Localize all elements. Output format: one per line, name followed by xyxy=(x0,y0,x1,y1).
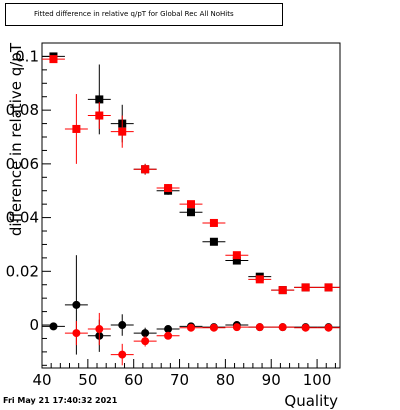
circle-marker xyxy=(209,323,218,332)
data-point xyxy=(87,312,111,346)
data-point xyxy=(179,323,203,332)
circle-marker xyxy=(49,322,58,331)
y-tick-label: 0 xyxy=(29,316,39,334)
data-point xyxy=(248,275,272,284)
data-point xyxy=(156,331,180,340)
x-tick-label: 40 xyxy=(32,371,51,389)
circle-marker xyxy=(324,323,333,332)
x-tick-label: 60 xyxy=(124,371,143,389)
data-point xyxy=(202,237,226,246)
circle-marker xyxy=(118,350,127,359)
square-marker xyxy=(72,124,81,133)
circle-marker xyxy=(118,321,127,330)
y-tick-label: 0.08 xyxy=(6,101,39,119)
data-point xyxy=(133,327,157,339)
plot-frame xyxy=(41,42,341,369)
data-point xyxy=(294,323,318,332)
square-marker xyxy=(232,251,241,260)
square-marker xyxy=(209,218,218,227)
x-tick-label: 70 xyxy=(170,371,189,389)
square-marker xyxy=(187,200,195,209)
square-marker xyxy=(209,237,218,246)
y-tick-label: 0.06 xyxy=(6,155,39,173)
circle-marker xyxy=(95,325,104,334)
data-marks xyxy=(42,52,340,366)
square-marker xyxy=(141,165,150,174)
data-point xyxy=(156,184,180,193)
y-tick-label: 0.02 xyxy=(6,262,39,280)
data-point xyxy=(202,218,226,227)
data-point xyxy=(202,323,226,332)
circle-marker xyxy=(141,337,150,346)
square-marker xyxy=(232,256,241,265)
data-point xyxy=(225,323,249,332)
circle-marker xyxy=(255,323,264,332)
square-marker xyxy=(118,127,127,136)
circle-marker xyxy=(278,323,287,332)
data-point xyxy=(87,102,111,129)
circle-marker xyxy=(164,331,173,340)
data-point xyxy=(42,55,65,64)
y-tick-label: 0.1 xyxy=(15,47,39,65)
data-point xyxy=(179,208,203,217)
chart-title-box: Fitted difference in relative q/pT for G… xyxy=(5,3,283,26)
square-marker xyxy=(95,111,104,120)
data-point xyxy=(42,322,65,331)
square-marker xyxy=(278,286,287,295)
circle-marker xyxy=(72,329,81,338)
square-marker xyxy=(49,55,58,64)
data-point xyxy=(133,335,157,347)
x-axis-title: Quality xyxy=(284,392,338,410)
data-point xyxy=(271,323,295,332)
x-tick-label: 100 xyxy=(303,371,332,389)
x-tick-label: 80 xyxy=(216,371,235,389)
circle-marker xyxy=(301,323,310,332)
square-marker xyxy=(301,283,310,292)
data-point xyxy=(271,286,295,295)
data-point xyxy=(179,200,203,209)
y-tick-label: 0.04 xyxy=(6,209,39,227)
data-point xyxy=(64,320,88,346)
x-tick-label: 90 xyxy=(262,371,281,389)
square-marker xyxy=(95,95,104,104)
data-point xyxy=(248,323,272,332)
circle-marker xyxy=(72,300,81,309)
square-marker xyxy=(187,208,195,217)
circle-marker xyxy=(187,323,195,332)
data-point xyxy=(317,283,340,292)
data-point xyxy=(156,325,180,334)
data-point xyxy=(110,314,134,336)
data-point xyxy=(225,251,249,260)
timestamp: Fri May 21 17:40:32 2021 xyxy=(3,396,118,405)
circle-marker xyxy=(141,329,150,338)
data-point xyxy=(64,94,88,164)
data-point xyxy=(133,163,157,175)
square-marker xyxy=(164,184,173,193)
square-marker xyxy=(255,275,264,284)
data-point xyxy=(317,323,340,332)
chart-title: Fitted difference in relative q/pT for G… xyxy=(34,10,234,18)
axes: 40 50 60 70 80 90 100 0 0.02 0.04 0.06 0.08 0.1 xyxy=(6,42,336,389)
y-axis-title: difference in relative q/pT xyxy=(7,42,25,236)
data-point xyxy=(294,283,318,292)
data-point xyxy=(110,343,134,366)
square-marker xyxy=(324,283,333,292)
circle-marker xyxy=(164,325,173,334)
data-point xyxy=(110,115,134,148)
x-tick-label: 50 xyxy=(78,371,97,389)
circle-marker xyxy=(232,323,241,332)
